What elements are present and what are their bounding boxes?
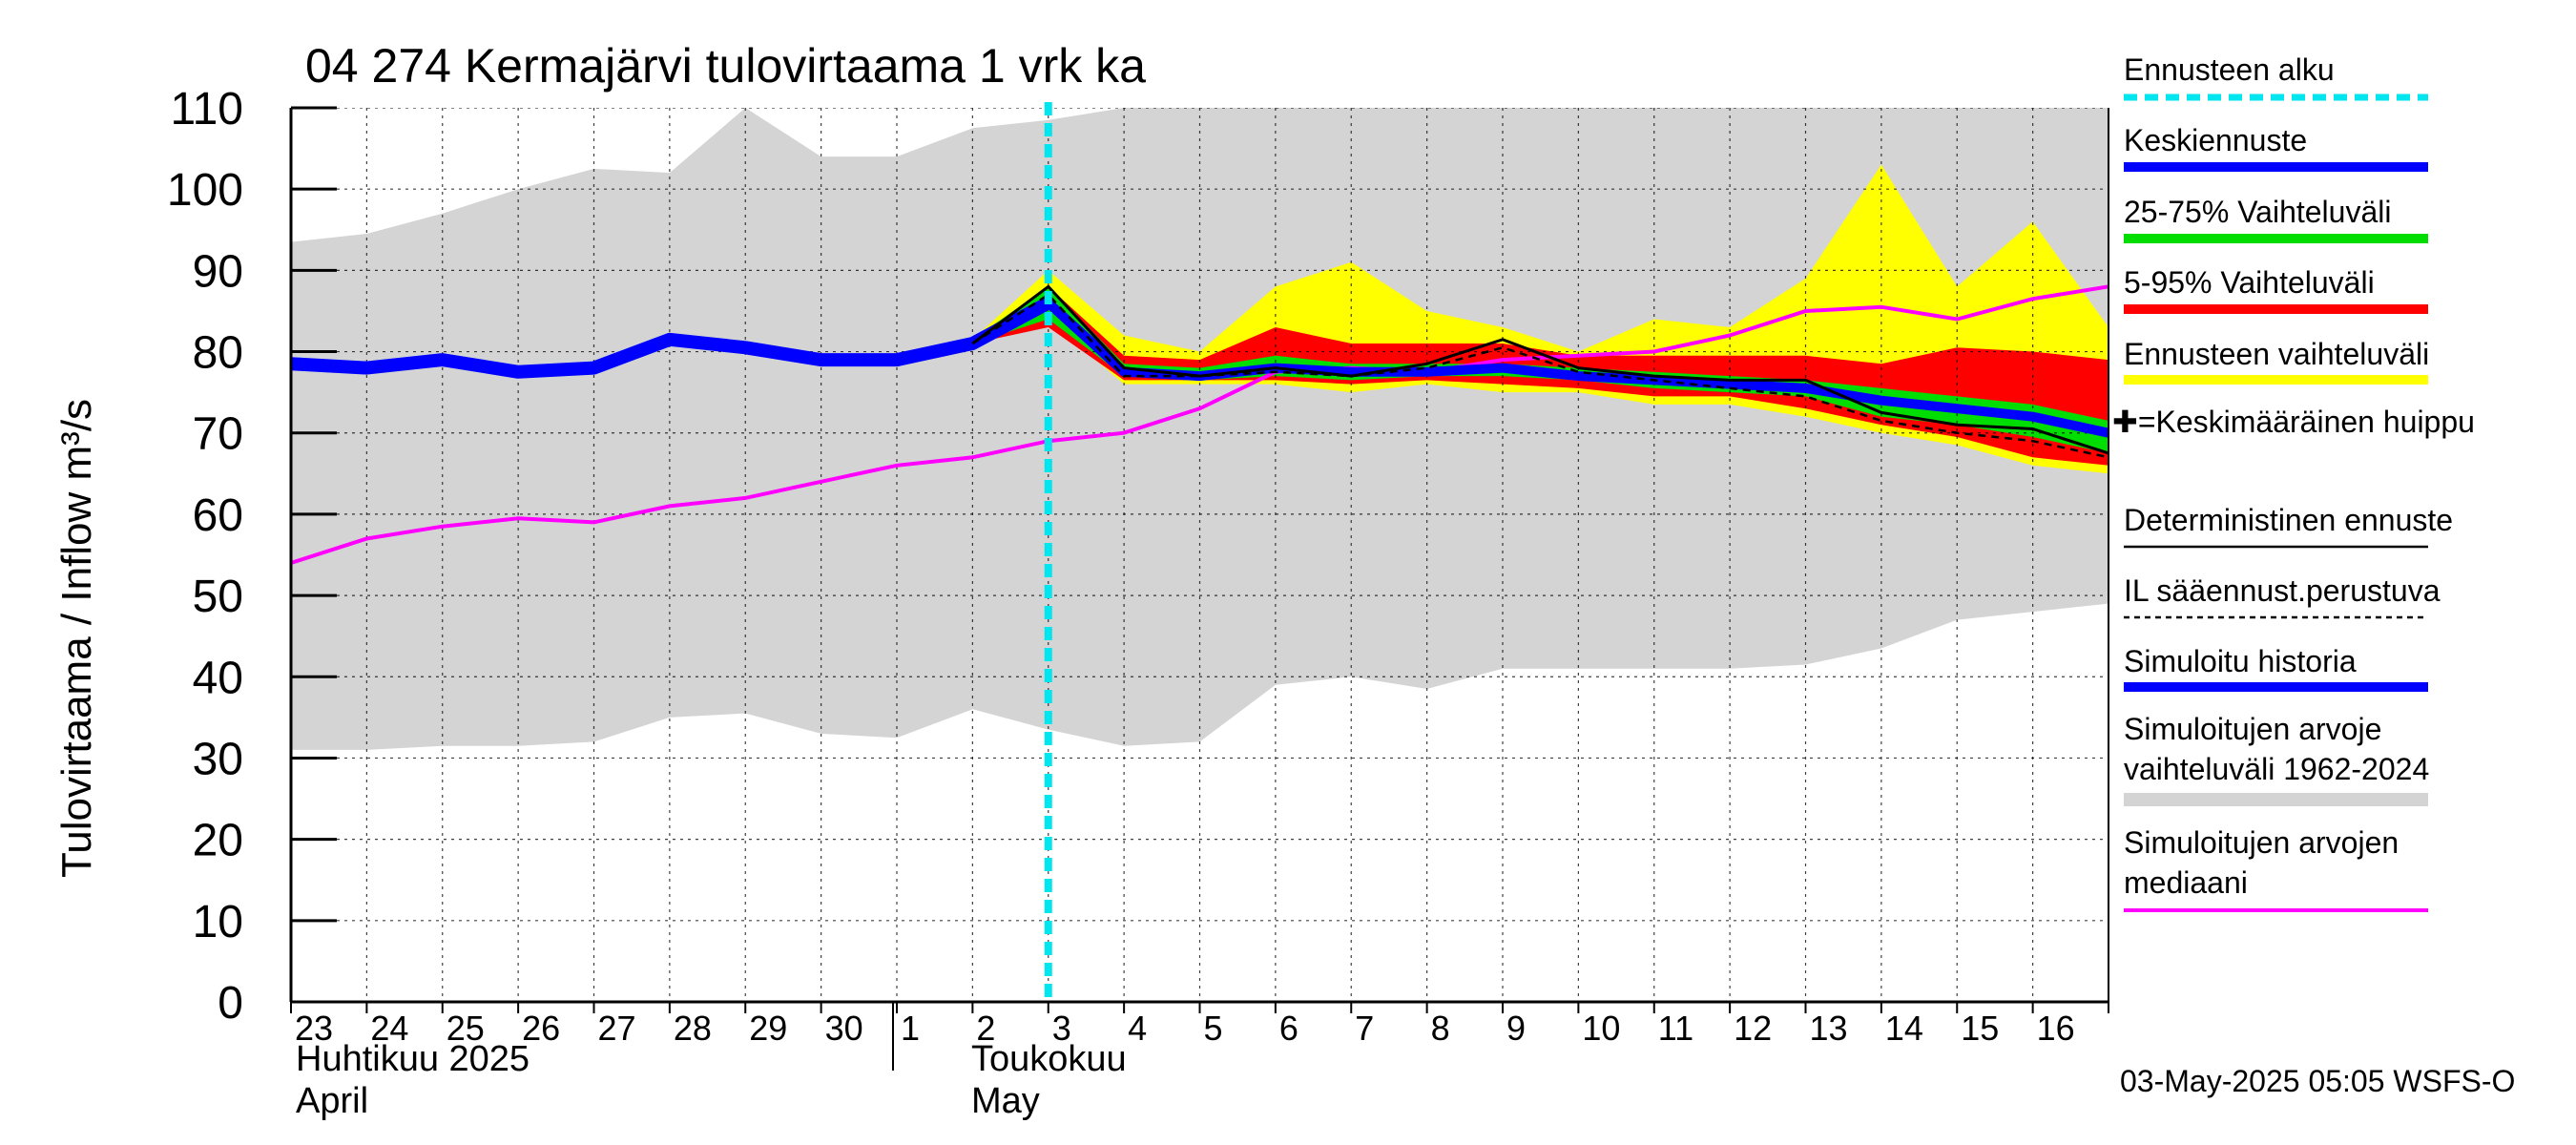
x-tick-label: 7 bbox=[1355, 1009, 1374, 1048]
legend-item: Simuloitujen arvoje vaihteluväli 1962-20… bbox=[2124, 712, 2429, 806]
month-label-april-fi: Huhtikuu 2025 bbox=[296, 1039, 530, 1079]
legend-label: IL sääennust.perustuva bbox=[2124, 573, 2441, 608]
x-tick-label: 5 bbox=[1204, 1009, 1223, 1048]
y-tick-label: 90 bbox=[193, 246, 243, 297]
x-tick-label: 3 bbox=[1052, 1009, 1071, 1048]
legend-item: Ennusteen vaihteluväli bbox=[2124, 337, 2429, 385]
legend-item: IL sääennust.perustuva bbox=[2124, 573, 2441, 619]
y-tick-label: 40 bbox=[193, 653, 243, 703]
x-tick-label: 8 bbox=[1431, 1009, 1450, 1048]
x-tick-label: 24 bbox=[370, 1009, 408, 1048]
x-tick-label: 16 bbox=[2037, 1009, 2075, 1048]
il-forecast-line bbox=[971, 293, 2109, 459]
y-tick-label: 60 bbox=[193, 490, 243, 541]
legend-item: 5-95% Vaihteluväli bbox=[2124, 265, 2428, 314]
legend: Ennusteen alku Keskiennuste 25-75% Vaihtel… bbox=[2112, 52, 2475, 912]
legend-item: Deterministinen ennuste bbox=[2124, 503, 2453, 549]
x-tick-label: 30 bbox=[825, 1009, 863, 1048]
month-label-may-fi: Toukokuu bbox=[971, 1039, 1127, 1079]
legend-label-wrap: mediaani bbox=[2124, 865, 2248, 900]
x-tick-label: 11 bbox=[1658, 1009, 1693, 1048]
y-tick-label: 10 bbox=[193, 897, 243, 947]
y-tick-label: 110 bbox=[170, 84, 243, 135]
y-tick-label: 80 bbox=[193, 328, 243, 379]
y-axis-label: Tulovirtaama / Inflow m³/s bbox=[53, 399, 100, 878]
legend-label-wrap: vaihteluväli 1962-2024 bbox=[2124, 752, 2429, 786]
legend-item: ✚=Keskimääräinen huippu bbox=[2112, 405, 2475, 439]
y-tick-label: 30 bbox=[193, 734, 243, 784]
x-tick-label: 2 bbox=[976, 1009, 995, 1048]
y-tick-label: 20 bbox=[193, 816, 243, 866]
y-tick-label: 70 bbox=[193, 409, 243, 460]
chart-title: 04 274 Kermajärvi tulovirtaama 1 vrk ka bbox=[305, 39, 1146, 93]
x-tick-label: 10 bbox=[1582, 1009, 1620, 1048]
x-tick-label: 13 bbox=[1810, 1009, 1848, 1048]
x-tick-label: 4 bbox=[1128, 1009, 1147, 1048]
legend-label: ✚=Keskimääräinen huippu bbox=[2112, 405, 2475, 439]
x-tick-label: 15 bbox=[1961, 1009, 1999, 1048]
y-tick-label: 100 bbox=[167, 165, 243, 216]
month-label-may-en: May bbox=[971, 1081, 1040, 1121]
legend-label: Simuloitujen arvojen bbox=[2124, 825, 2399, 860]
x-tick-label: 23 bbox=[295, 1009, 333, 1048]
grid bbox=[291, 108, 2109, 1002]
legend-item: Simuloitujen arvojen mediaani bbox=[2124, 825, 2428, 912]
x-tick-label: 9 bbox=[1506, 1009, 1526, 1048]
y-tick-label: 0 bbox=[218, 978, 243, 1029]
x-tick-label: 1 bbox=[901, 1009, 920, 1048]
x-tick-label: 6 bbox=[1279, 1009, 1298, 1048]
mean-forecast-line bbox=[970, 298, 2109, 438]
x-tick-label: 14 bbox=[1885, 1009, 1923, 1048]
legend-label: 5-95% Vaihteluväli bbox=[2124, 265, 2375, 300]
legend-item: Ennusteen alku bbox=[2124, 52, 2428, 101]
legend-item: Keskiennuste bbox=[2124, 123, 2428, 172]
x-tick-label: 12 bbox=[1734, 1009, 1772, 1048]
x-tick-label: 27 bbox=[598, 1009, 636, 1048]
x-tick-label: 28 bbox=[674, 1009, 712, 1048]
legend-item: 25-75% Vaihteluväli bbox=[2124, 195, 2428, 243]
x-tick-label: 25 bbox=[447, 1009, 485, 1048]
deterministic-forecast-line bbox=[971, 284, 2109, 455]
legend-label: Keskiennuste bbox=[2124, 123, 2307, 157]
x-tick-label: 26 bbox=[522, 1009, 560, 1048]
plot-area bbox=[291, 102, 2109, 1002]
simulated-history-line bbox=[291, 297, 1052, 379]
timestamp: 03-May-2025 05:05 WSFS-O bbox=[2120, 1064, 2515, 1098]
legend-label: Simuloitu historia bbox=[2124, 644, 2357, 678]
legend-label: Ennusteen vaihteluväli bbox=[2124, 337, 2429, 371]
legend-label: 25-75% Vaihteluväli bbox=[2124, 195, 2391, 229]
legend-label: Simuloitujen arvoje bbox=[2124, 712, 2381, 746]
x-tick-label: 29 bbox=[749, 1009, 787, 1048]
plot-clip-group bbox=[291, 108, 2109, 1002]
y-tick-label: 50 bbox=[193, 572, 243, 622]
legend-label: Deterministinen ennuste bbox=[2124, 503, 2453, 537]
median-line bbox=[291, 284, 2109, 565]
legend-label: Ennusteen alku bbox=[2124, 52, 2335, 87]
legend-item: Simuloitu historia bbox=[2124, 644, 2428, 692]
month-label-april-en: April bbox=[296, 1081, 368, 1121]
